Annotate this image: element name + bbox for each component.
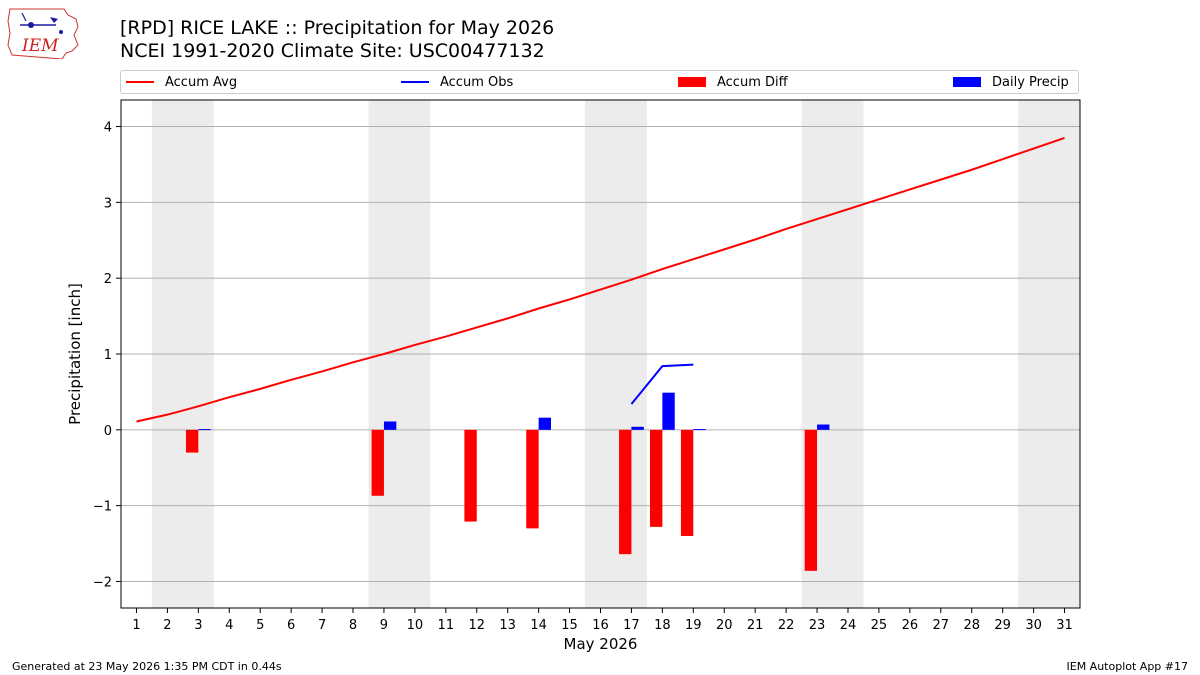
x-tick-label: 6 [287, 618, 295, 633]
x-tick-label: 20 [716, 618, 733, 633]
x-tick-label: 26 [902, 618, 919, 633]
legend-label-accum-diff: Accum Diff [717, 74, 788, 90]
daily-precip-bar [538, 417, 552, 430]
x-tick-label: 17 [623, 618, 640, 633]
x-tick-label: 25 [871, 618, 888, 633]
legend-item-accum-avg: Accum Avg [126, 71, 237, 93]
legend-item-accum-diff: Accum Diff [678, 71, 788, 93]
daily-precip-bar [662, 392, 675, 430]
x-tick-label: 3 [194, 618, 202, 633]
daily-precip-bar [693, 429, 706, 431]
legend-swatch-accum-obs [401, 81, 429, 83]
daily-precip-bar [631, 426, 644, 430]
x-tick-label: 15 [561, 618, 578, 633]
x-tick-label: 30 [1025, 618, 1042, 633]
chart-subtitle: NCEI 1991-2020 Climate Site: USC00477132 [120, 40, 545, 62]
accum-avg-line [136, 136, 1065, 423]
legend-label-accum-avg: Accum Avg [165, 74, 238, 90]
legend-item-accum-obs: Accum Obs [401, 71, 513, 93]
accum-diff-bar [804, 429, 818, 571]
legend-swatch-daily-precip [953, 77, 981, 87]
x-tick-label: 12 [468, 618, 485, 633]
y-tick-label: 2 [104, 272, 112, 287]
x-axis-label: May 2026 [564, 635, 638, 653]
x-tick-label: 19 [685, 618, 702, 633]
y-tick-label: 1 [104, 348, 112, 363]
x-tick-label: 13 [499, 618, 516, 633]
footer-app: IEM Autoplot App #17 [1066, 660, 1189, 673]
x-tick-label: 14 [530, 618, 547, 633]
legend-item-daily-precip: Daily Precip [953, 71, 1069, 93]
x-tick-label: 1 [132, 618, 140, 633]
y-tick-label: −1 [93, 500, 112, 515]
x-tick-label: 10 [407, 618, 424, 633]
legend-label-daily-precip: Daily Precip [992, 74, 1069, 90]
x-tick-label: 4 [225, 618, 233, 633]
legend-swatch-accum-avg [126, 81, 154, 83]
y-tick-label: −2 [93, 575, 112, 590]
x-tick-label: 11 [438, 618, 455, 633]
iem-logo: IEM [7, 8, 79, 59]
x-tick-label: 28 [963, 618, 980, 633]
logo-text: IEM [21, 36, 59, 56]
x-tick-label: 5 [256, 618, 264, 633]
daily-precip-bar [198, 429, 211, 431]
y-tick-label: 3 [104, 196, 112, 211]
daily-precip-bar [817, 424, 830, 430]
accum-diff-bar [464, 429, 477, 522]
legend-label-accum-obs: Accum Obs [440, 74, 514, 90]
y-tick-label: 0 [104, 424, 112, 439]
x-tick-label: 9 [380, 618, 388, 633]
accum-diff-bar [185, 429, 199, 453]
y-axis-label: Precipitation [inch] [66, 283, 84, 425]
legend: Accum Avg Accum Obs Accum Diff Daily Pre… [120, 70, 1079, 94]
x-tick-label: 27 [933, 618, 950, 633]
accum-diff-bar [526, 429, 539, 529]
x-tick-label: 16 [592, 618, 609, 633]
x-tick-label: 23 [809, 618, 826, 633]
x-tick-label: 24 [840, 618, 857, 633]
x-tick-label: 8 [349, 618, 357, 633]
chart-title: [RPD] RICE LAKE :: Precipitation for May… [120, 17, 555, 39]
x-tick-label: 2 [163, 618, 171, 633]
footer-generated: Generated at 23 May 2026 1:35 PM CDT in … [12, 660, 282, 673]
x-tick-label: 22 [778, 618, 795, 633]
x-tick-label: 29 [994, 618, 1011, 633]
x-tick-label: 21 [747, 618, 764, 633]
accum-diff-bar [371, 429, 384, 496]
x-tick-label: 18 [654, 618, 671, 633]
y-tick-label: 4 [104, 121, 112, 136]
daily-precip-bar [383, 421, 397, 430]
x-tick-label: 31 [1056, 618, 1073, 633]
x-tick-label: 7 [318, 618, 326, 633]
accum-obs-line [630, 363, 694, 405]
accum-diff-bar [619, 429, 632, 555]
accum-diff-bar [649, 429, 663, 527]
accum-diff-bar [680, 429, 694, 536]
legend-swatch-accum-diff [678, 77, 706, 87]
